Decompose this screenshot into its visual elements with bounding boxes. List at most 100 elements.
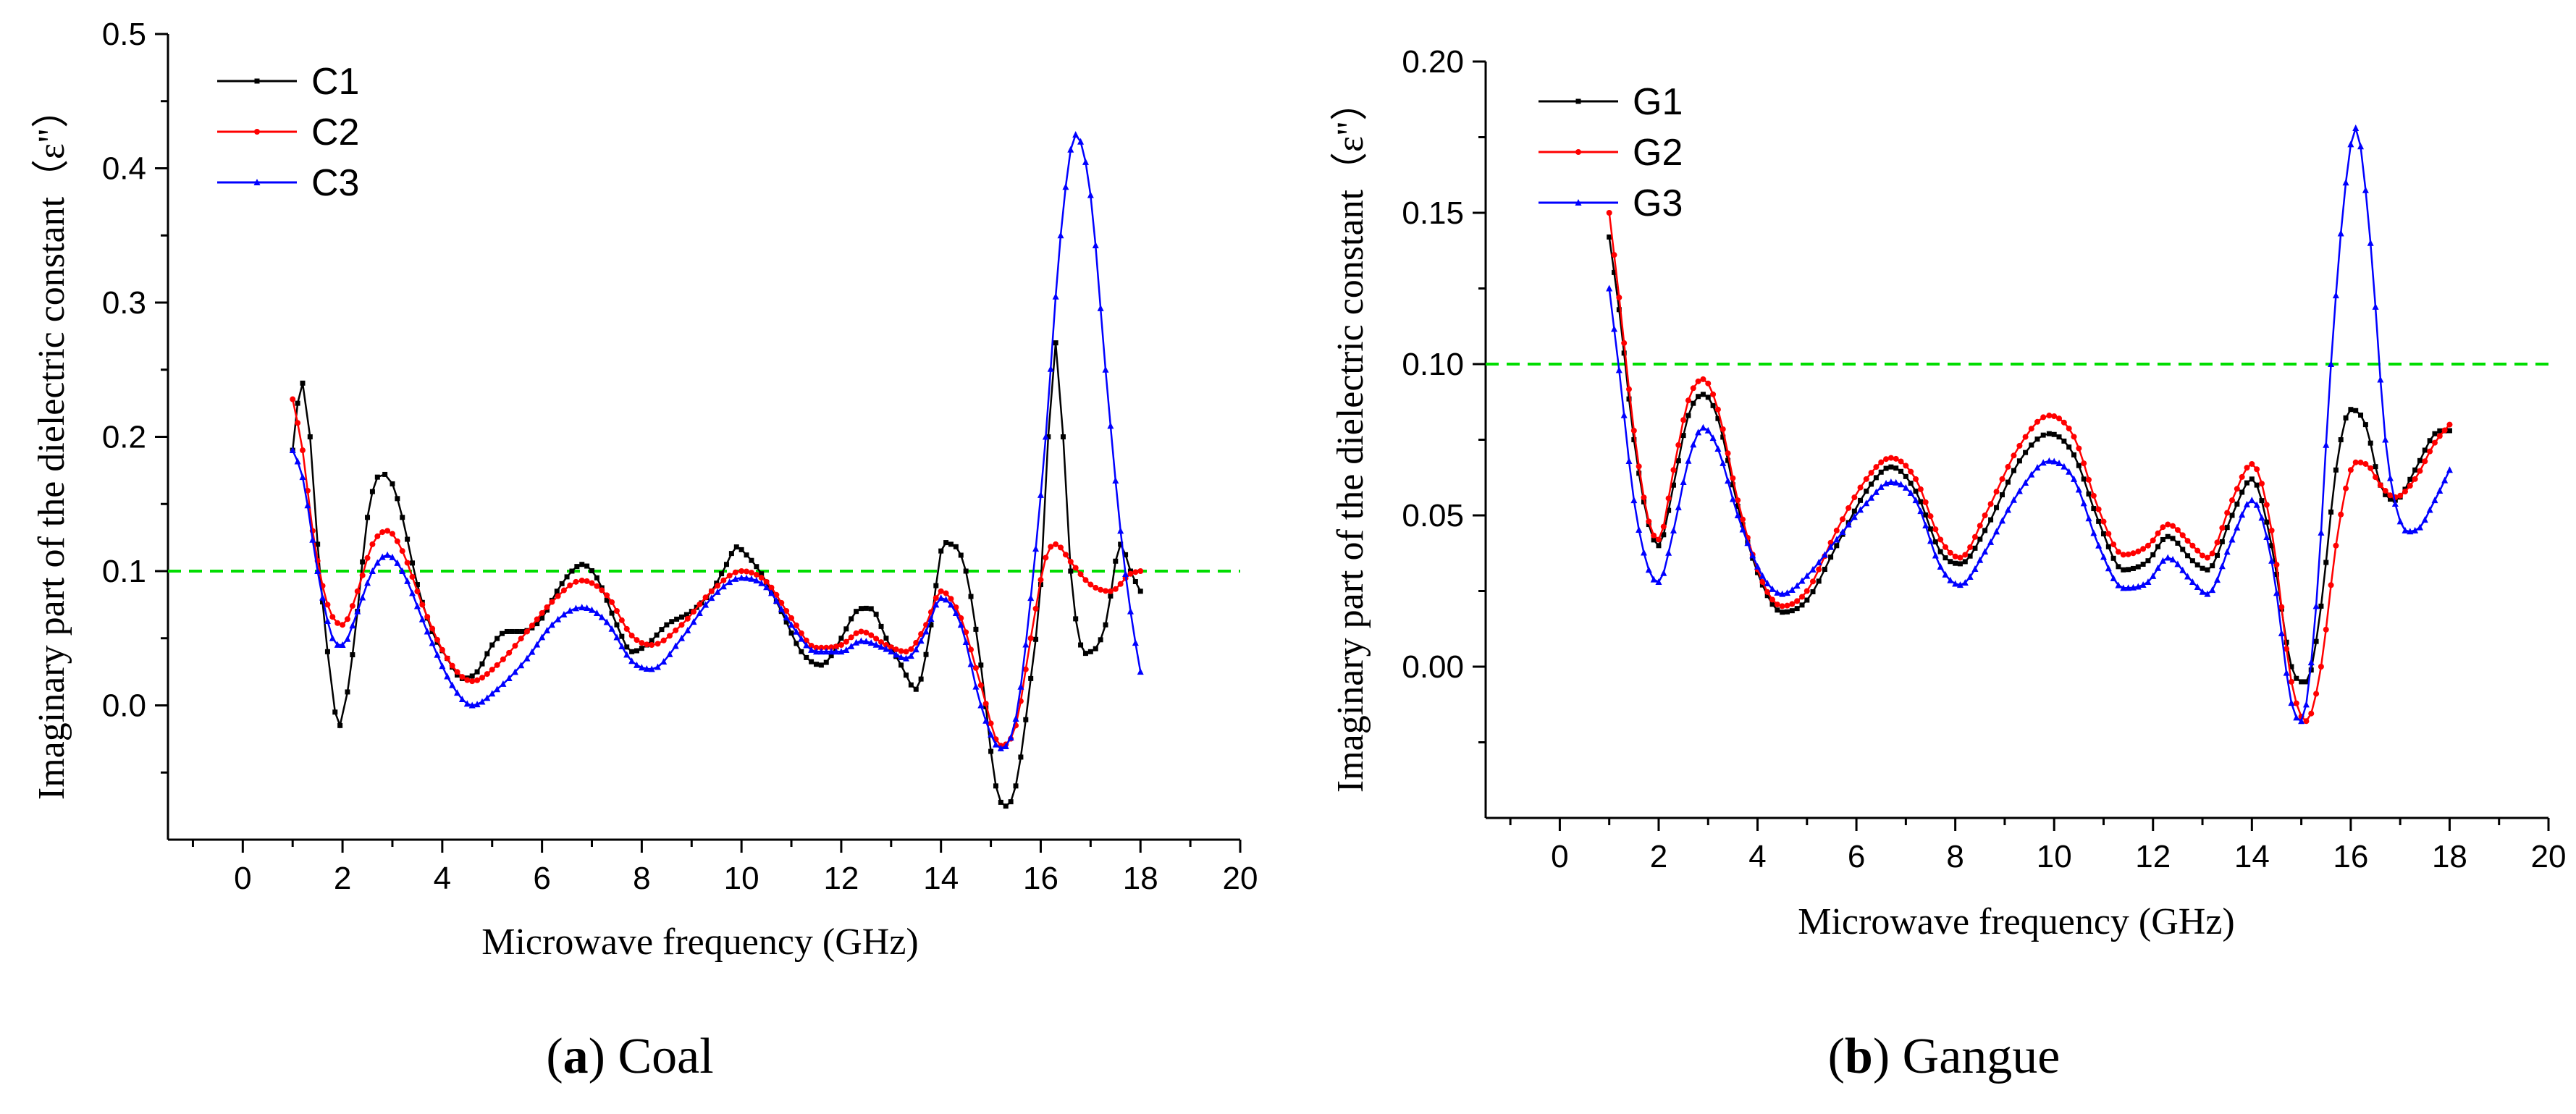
data-point xyxy=(2194,583,2201,591)
data-point xyxy=(2140,546,2147,552)
data-point xyxy=(1013,783,1019,789)
data-point xyxy=(2273,589,2280,596)
gangue-x-tick-label: 0 xyxy=(1551,839,1568,874)
data-point xyxy=(908,682,914,688)
data-point xyxy=(2431,439,2438,446)
data-point xyxy=(1636,526,1643,533)
data-point xyxy=(299,447,306,454)
data-point xyxy=(544,604,550,610)
data-point xyxy=(379,553,386,560)
data-point xyxy=(529,623,535,629)
data-point xyxy=(628,633,635,639)
data-point xyxy=(1032,545,1040,552)
data-point xyxy=(1816,566,1822,573)
data-point xyxy=(2055,459,2063,466)
data-point xyxy=(714,588,721,595)
data-point xyxy=(2269,543,2275,549)
data-point xyxy=(963,629,969,636)
data-point xyxy=(883,645,890,652)
data-point xyxy=(2204,554,2210,561)
data-point xyxy=(833,648,840,655)
data-point xyxy=(609,610,615,616)
data-point xyxy=(1922,499,1929,505)
data-point xyxy=(1942,555,1948,561)
data-point xyxy=(2437,428,2443,434)
data-point xyxy=(2189,578,2196,585)
data-point xyxy=(1977,536,1983,542)
data-point xyxy=(2224,525,2230,531)
data-point xyxy=(893,646,899,653)
data-point xyxy=(913,639,919,646)
data-point xyxy=(988,720,994,727)
data-point xyxy=(1670,526,1677,533)
data-point xyxy=(566,607,573,614)
data-point xyxy=(2061,419,2067,426)
data-point xyxy=(2343,415,2349,421)
data-point xyxy=(2056,415,2063,422)
data-point xyxy=(295,400,300,406)
data-point xyxy=(1937,563,1944,570)
data-point xyxy=(1988,517,1994,523)
data-point xyxy=(1720,426,1726,432)
data-point xyxy=(1053,340,1058,346)
data-point xyxy=(628,657,636,664)
data-point xyxy=(1882,479,1890,486)
data-point xyxy=(494,685,501,693)
data-point xyxy=(1621,339,1628,346)
data-point xyxy=(1725,450,1731,457)
data-point xyxy=(732,575,739,582)
gangue-x-axis-label: Microwave frequency (GHz) xyxy=(1798,901,2234,942)
data-point xyxy=(1908,468,1914,475)
data-point xyxy=(933,583,939,588)
data-point xyxy=(2086,491,2092,497)
data-point xyxy=(1972,545,1978,551)
data-point xyxy=(1661,532,1667,538)
data-point xyxy=(1057,232,1064,239)
data-point xyxy=(2422,447,2428,453)
data-point xyxy=(684,615,691,622)
data-point xyxy=(2005,463,2011,470)
data-point xyxy=(578,604,586,611)
coal-x-axis-label: Microwave frequency (GHz) xyxy=(481,921,918,963)
data-point xyxy=(898,654,905,661)
data-point xyxy=(567,582,573,588)
data-point xyxy=(2377,482,2383,489)
data-point xyxy=(726,578,733,586)
gangue-x-tick-label: 2 xyxy=(1650,839,1667,874)
data-point xyxy=(1971,533,1978,540)
data-point xyxy=(878,623,884,629)
data-point xyxy=(1735,497,1741,504)
data-point xyxy=(599,587,605,594)
data-point xyxy=(1656,543,1662,549)
data-point xyxy=(1606,210,1612,216)
data-point xyxy=(763,578,770,585)
data-point xyxy=(1705,380,1712,387)
data-point xyxy=(1631,437,1637,442)
data-point xyxy=(1775,607,1780,613)
data-point xyxy=(743,574,750,581)
data-point xyxy=(2248,497,2255,504)
data-point xyxy=(2343,485,2349,491)
data-point xyxy=(1918,499,1924,505)
data-point xyxy=(409,573,416,580)
data-point xyxy=(2328,509,2334,515)
data-point xyxy=(2120,584,2127,591)
data-point xyxy=(873,636,880,642)
data-point xyxy=(793,628,800,635)
data-point xyxy=(2288,678,2294,685)
data-point xyxy=(2080,499,2087,507)
data-point xyxy=(778,605,785,612)
data-point xyxy=(1793,582,1801,589)
data-point xyxy=(2139,581,2147,588)
data-point xyxy=(2289,664,2294,670)
data-point xyxy=(593,609,600,616)
data-point xyxy=(429,628,435,634)
data-point xyxy=(804,654,809,660)
data-point xyxy=(2209,586,2216,594)
data-point xyxy=(2243,500,2250,507)
data-point xyxy=(744,552,749,558)
data-point xyxy=(2367,239,2374,246)
data-point xyxy=(1982,548,1989,555)
data-point xyxy=(2328,360,2335,367)
data-point xyxy=(659,627,665,633)
